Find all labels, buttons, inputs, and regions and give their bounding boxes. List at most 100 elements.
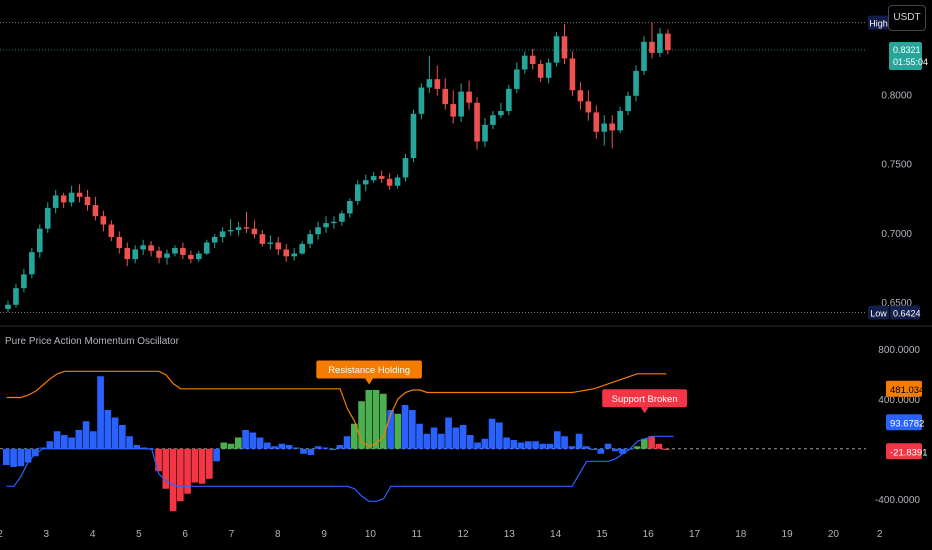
candle-body — [299, 243, 305, 254]
annotation-pointer — [640, 407, 649, 414]
candle-body — [259, 234, 266, 244]
annotation-text: Support Broken — [612, 394, 678, 405]
candle-body — [132, 249, 138, 260]
histogram-bar — [235, 437, 242, 449]
time-axis-tick: 18 — [735, 529, 747, 540]
high-tag-text: High — [869, 19, 888, 29]
countdown-text: 01:55:04 — [893, 57, 928, 67]
histogram-bar — [343, 436, 351, 449]
histogram-bar — [307, 448, 315, 455]
histogram-bar — [75, 430, 83, 449]
candle-body — [450, 104, 456, 117]
histogram-bar — [111, 417, 119, 449]
annotation-label: Support Broken — [602, 389, 688, 414]
histogram-bar — [525, 441, 532, 449]
upper-value-text: 481.0345 — [890, 385, 930, 396]
time-axis-tick: 14 — [550, 529, 562, 540]
histogram-bar — [82, 421, 90, 449]
candle-body — [235, 227, 242, 231]
candle-body — [37, 228, 43, 253]
candle-body — [196, 253, 202, 260]
osc-axis-tick: -400.0000 — [875, 495, 920, 506]
histogram-bar — [329, 448, 336, 450]
candle-body — [44, 207, 51, 229]
candle-body — [52, 195, 59, 208]
histogram-bar — [126, 436, 133, 449]
histogram-bar — [655, 443, 663, 449]
annotation-box — [602, 389, 688, 408]
candle-body — [29, 252, 35, 275]
histogram-bar — [394, 413, 402, 449]
histogram-bar — [351, 423, 358, 449]
histogram-bar — [90, 431, 97, 449]
time-axis-tick: 20 — [828, 529, 840, 540]
candle-body — [529, 55, 536, 64]
histogram-bar — [619, 448, 626, 454]
candle-body — [665, 33, 671, 51]
candle-body — [267, 242, 274, 244]
annotation-label: Resistance Holding — [316, 360, 422, 385]
histogram-bar — [387, 410, 394, 449]
currency-button[interactable]: USDT — [888, 5, 926, 31]
price-axis-tick: 0.8000 — [881, 90, 912, 101]
candle-body — [577, 90, 584, 102]
histogram-bar — [177, 448, 184, 502]
candle-body — [545, 62, 552, 78]
histogram-bar — [32, 448, 39, 457]
histogram-bar — [300, 448, 307, 454]
histogram-bar — [227, 443, 235, 449]
histogram-bar — [53, 431, 61, 449]
candle-body — [434, 79, 441, 89]
histogram-bar — [496, 422, 503, 449]
time-axis-tick: 17 — [689, 529, 701, 540]
histogram-bar — [322, 447, 329, 449]
histogram-bar — [467, 435, 474, 449]
candle-body — [625, 95, 631, 112]
histogram-bar — [46, 441, 54, 449]
candle-body — [553, 36, 560, 63]
histogram-bar — [532, 441, 539, 449]
candle-body — [466, 91, 472, 103]
candle-body — [442, 88, 449, 105]
candle-body — [410, 113, 417, 159]
candle-body — [108, 224, 115, 237]
candle-body — [180, 248, 186, 255]
histogram-bar — [452, 427, 460, 449]
histogram-bar — [554, 431, 561, 449]
lower-value-box — [886, 443, 922, 460]
candle-body — [521, 55, 528, 70]
candle-body — [291, 253, 297, 257]
candle-body — [92, 205, 99, 217]
candle-body — [657, 33, 663, 53]
histogram-bar — [162, 448, 170, 489]
histogram-bar — [206, 448, 213, 479]
histogram-bar — [220, 442, 228, 449]
candle-body — [474, 102, 480, 142]
histogram-bar — [612, 448, 619, 452]
annotation-box — [316, 360, 422, 379]
histogram-bar — [3, 448, 10, 465]
time-axis-tick: 12 — [457, 529, 469, 540]
histogram-bar — [423, 433, 431, 449]
candle-body — [251, 228, 258, 235]
candle-body — [116, 236, 123, 249]
histogram-bar — [39, 447, 46, 449]
candle-body — [100, 216, 107, 225]
histogram-bar — [264, 442, 271, 449]
histogram-bar — [510, 440, 518, 449]
candle-body — [339, 213, 345, 222]
histogram-bar — [293, 447, 300, 449]
histogram-bar — [416, 423, 423, 449]
price-axis-tick: 0.7000 — [881, 229, 912, 240]
candle-body — [561, 36, 568, 59]
candle-body — [426, 79, 433, 88]
histogram-bar — [568, 446, 576, 449]
candle-body — [537, 63, 544, 78]
histogram-bar — [249, 432, 257, 449]
histogram-bar — [365, 390, 373, 449]
histogram-bar — [119, 425, 126, 449]
candle-body — [188, 254, 194, 260]
candle-body — [219, 231, 226, 237]
